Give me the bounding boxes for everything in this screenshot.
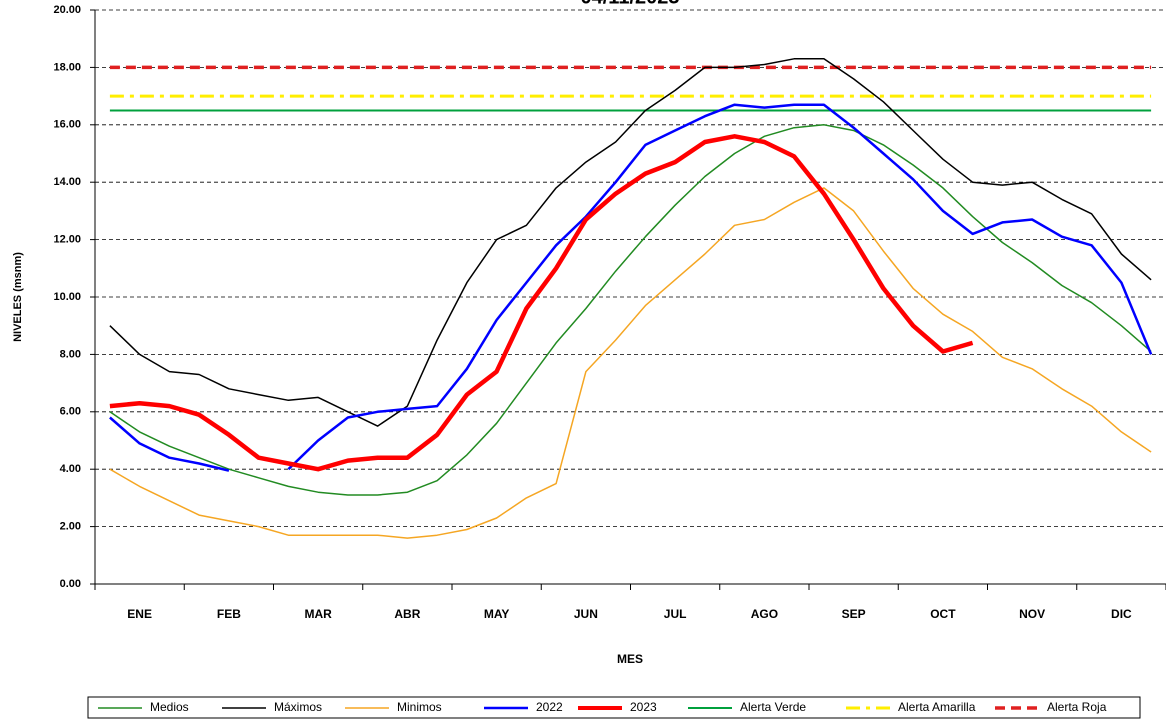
x-tick-label: JUL [664,607,687,621]
x-tick-label: DIC [1111,607,1132,621]
x-tick-label: MAY [484,607,510,621]
series-line [109,103,1153,472]
x-tick-label: ABR [394,607,420,621]
legend-label: Alerta Verde [740,700,806,714]
y-tick-label: 10.00 [53,291,81,303]
legend-label: Medios [150,700,189,714]
x-tick-label: AGO [751,607,778,621]
x-tick-label: MAR [304,607,332,621]
x-axis-label: MES [617,652,643,666]
y-tick-label: 14.00 [53,176,81,188]
legend-label: 2022 [536,700,563,714]
x-tick-label: OCT [930,607,956,621]
y-tick-label: 16.00 [53,119,81,131]
y-axis-label: NIVELES (msnm) [12,252,24,342]
legend-label: Alerta Amarilla [898,700,976,714]
y-tick-label: 0.00 [60,578,81,590]
legend-label: Máximos [274,700,322,714]
series-line [109,134,974,472]
x-tick-label: ENE [127,607,152,621]
series-line [109,58,1152,427]
series-line [109,187,1152,539]
legend-label: Alerta Roja [1047,700,1107,714]
y-tick-label: 20.00 [53,4,81,16]
series-line [109,124,1152,496]
legend-label: Minimos [397,700,442,714]
y-tick-label: 6.00 [60,406,81,418]
y-tick-label: 4.00 [60,463,81,475]
y-tick-label: 8.00 [60,348,81,360]
x-tick-label: JUN [574,607,598,621]
x-tick-label: SEP [842,607,866,621]
x-tick-label: NOV [1019,607,1045,621]
y-tick-label: 18.00 [53,61,81,73]
y-tick-label: 2.00 [60,521,81,533]
chart-title: 04/11/2023 [581,0,680,8]
y-tick-label: 12.00 [53,234,81,246]
x-tick-label: FEB [217,607,241,621]
legend-label: 2023 [630,700,657,714]
